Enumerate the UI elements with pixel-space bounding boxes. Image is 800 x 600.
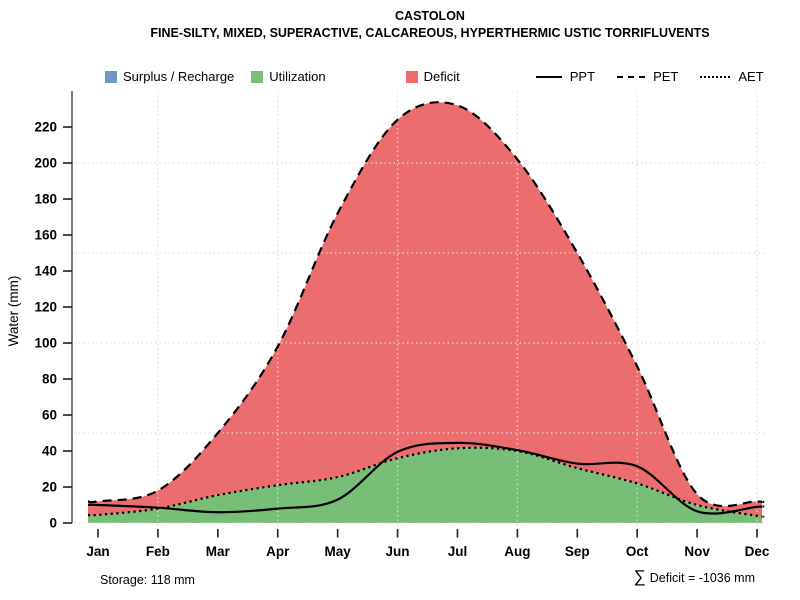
y-tick-label: 120 — [34, 300, 57, 315]
y-tick-label: 200 — [34, 156, 57, 171]
x-tick-label: Jun — [386, 544, 410, 559]
legend-item-aet: AET — [700, 69, 764, 84]
y-tick-label: 140 — [34, 264, 57, 279]
dashed-line-icon — [617, 75, 646, 78]
legend-label-aet: AET — [738, 69, 764, 84]
dotted-line-icon — [700, 75, 731, 78]
x-tick-label: May — [325, 544, 352, 559]
x-tick-label: Mar — [206, 544, 231, 559]
legend-item-deficit: Deficit — [405, 69, 460, 84]
deficit-area — [88, 102, 764, 517]
legend-item-ppt: PPT — [535, 69, 596, 84]
legend-label-utilization: Utilization — [269, 69, 326, 84]
title-block: CASTOLON FINE-SILTY, MIXED, SUPERACTIVE,… — [60, 8, 800, 42]
legend-label-deficit: Deficit — [423, 69, 460, 84]
y-tick-label: 100 — [34, 336, 57, 351]
x-tick-label: Feb — [146, 544, 170, 559]
pet-line — [87, 101, 765, 508]
y-tick-label: 180 — [34, 192, 57, 207]
x-tick-label: Apr — [266, 544, 290, 559]
storage-annotation: Storage: 118 mm — [100, 573, 195, 587]
y-tick-label: 20 — [42, 480, 57, 495]
page-subtitle: FINE-SILTY, MIXED, SUPERACTIVE, CALCAREO… — [150, 25, 710, 40]
ppt-line — [87, 441, 765, 515]
page-title: CASTOLON — [395, 9, 465, 23]
x-tick-label: Oct — [626, 544, 649, 559]
y-tick-label: 80 — [42, 372, 57, 387]
x-tick-label: Aug — [504, 544, 530, 559]
legend-label-pet: PET — [653, 69, 679, 84]
x-tick-label: Sep — [565, 544, 590, 559]
deficit-sum-annotation: ∑ Deficit = -1036 mm — [634, 567, 755, 587]
y-tick-label: 0 — [49, 516, 57, 531]
y-tick-label: 160 — [34, 228, 57, 243]
deficit-sum-text: Deficit = -1036 mm — [649, 571, 755, 585]
x-tick-label: Nov — [684, 544, 710, 559]
legend-label-ppt: PPT — [569, 69, 596, 84]
legend-label-surplus: Surplus / Recharge — [123, 69, 235, 84]
y-tick-label: 60 — [42, 408, 57, 423]
legend-item-utilization: Utilization — [251, 69, 326, 84]
y-tick-label: 220 — [34, 120, 57, 135]
legend: Surplus / Recharge Utilization Deficit P… — [105, 69, 764, 84]
legend-item-surplus: Surplus / Recharge — [105, 69, 234, 84]
x-tick-label: Dec — [745, 544, 770, 559]
solid-line-icon — [535, 75, 562, 78]
legend-item-pet: PET — [617, 69, 678, 84]
utilization-area — [88, 447, 764, 523]
utilization-swatch-icon — [251, 70, 264, 83]
sigma-icon: ∑ — [633, 567, 646, 586]
surplus-swatch-icon — [105, 70, 117, 83]
y-tick-label: 40 — [42, 444, 57, 459]
x-tick-label: Jan — [86, 544, 109, 559]
deficit-swatch-icon — [405, 70, 418, 83]
x-tick-label: Jul — [448, 544, 468, 559]
